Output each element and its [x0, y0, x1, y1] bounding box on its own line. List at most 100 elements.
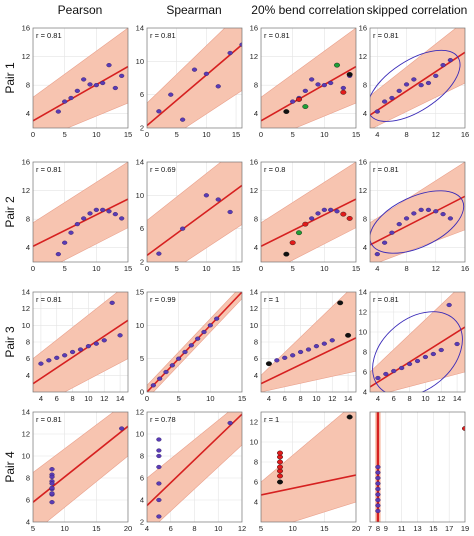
- plot-frame: [32, 27, 129, 129]
- x-tick-label: 10: [421, 394, 429, 403]
- plot-frame: [260, 27, 357, 129]
- data-point: [391, 368, 397, 374]
- fit-line: [370, 195, 465, 246]
- data-point: [49, 481, 55, 486]
- x-tick-label: 20: [352, 524, 360, 533]
- data-point: [156, 453, 162, 459]
- fit-line: [370, 51, 465, 116]
- outlier-point: [340, 89, 347, 95]
- data-point: [106, 209, 112, 214]
- data-point: [403, 82, 410, 87]
- data-point: [112, 85, 118, 91]
- y-tick-label: 12: [250, 52, 258, 61]
- plot-frame: [369, 27, 466, 129]
- data-point: [74, 88, 80, 93]
- data-point: [446, 302, 452, 308]
- x-tick-label: 12: [328, 394, 336, 403]
- y-tick-label: 8: [140, 452, 144, 461]
- y-tick-label: 10: [136, 191, 144, 200]
- data-point: [119, 73, 125, 78]
- y-tick-label: 16: [22, 158, 30, 167]
- x-tick-label: 10: [214, 524, 222, 533]
- subplot: 4 8 12 16 4 8 12 16 r = 0.81: [359, 158, 470, 274]
- subplot: 4 6 8 10 12 14 4 6 8 10 12 14 r = 0.81: [22, 288, 129, 403]
- data-point: [55, 109, 61, 114]
- data-point: [215, 84, 221, 89]
- confidence-band: [147, 412, 242, 522]
- plot-frame: [369, 161, 466, 263]
- x-tick-label: 8: [298, 394, 302, 403]
- fit-line: [33, 198, 128, 248]
- data-point: [383, 371, 389, 377]
- y-tick-label: 8: [254, 338, 258, 347]
- y-tick-label: 12: [359, 308, 367, 317]
- x-tick-label: 8: [404, 130, 408, 139]
- data-point: [163, 369, 169, 375]
- outlier-point: [302, 104, 309, 109]
- y-tick-label: 4: [254, 243, 258, 252]
- confidence-band: [261, 28, 356, 128]
- data-point: [411, 77, 417, 82]
- y-tick-label: 4: [363, 388, 367, 397]
- data-point: [411, 211, 417, 216]
- data-point: [195, 336, 201, 341]
- fit-line: [261, 474, 356, 496]
- y-tick-label: 12: [250, 304, 258, 313]
- data-point: [62, 353, 68, 358]
- data-point: [375, 486, 381, 492]
- outlier-point: [283, 109, 290, 114]
- r-label: r = 0.99: [150, 295, 176, 304]
- x-tick-label: 6: [169, 524, 173, 533]
- fit-line: [261, 65, 356, 122]
- data-point: [46, 358, 52, 363]
- data-point: [382, 240, 388, 245]
- confidence-band: [261, 412, 356, 522]
- column-title: Pearson: [58, 3, 103, 17]
- data-point: [389, 230, 395, 235]
- x-tick-label: 10: [202, 130, 210, 139]
- subplot: 0 5 10 15 4 8 12 16 r = 0.8: [250, 158, 361, 274]
- data-point: [156, 464, 162, 470]
- data-point: [290, 99, 296, 104]
- subplot: 7 8 9 11 13 15 17 19: [368, 411, 469, 533]
- x-tick-label: 5: [291, 264, 295, 273]
- x-tick-label: 16: [461, 264, 469, 273]
- row-title: Pair 1: [3, 62, 17, 94]
- x-tick-label: 8: [192, 524, 196, 533]
- data-point: [422, 354, 429, 360]
- y-tick-label: 4: [26, 109, 30, 118]
- x-tick-label: 15: [232, 130, 240, 139]
- subplot: 0 5 10 15 0 5 10 15 r = 0.99: [136, 288, 247, 404]
- x-tick-label: 14: [116, 394, 124, 403]
- y-tick-label: 10: [250, 321, 258, 330]
- x-tick-label: 4: [376, 394, 380, 403]
- data-point: [375, 497, 381, 503]
- data-point: [203, 193, 209, 198]
- y-tick-label: 4: [26, 518, 30, 527]
- subplot: 5 10 15 20 4 6 8 10 12 r = 1: [250, 411, 360, 533]
- x-tick-label: 8: [407, 394, 411, 403]
- x-tick-label: 12: [100, 394, 108, 403]
- data-point: [215, 197, 221, 202]
- r-label: r = 0.81: [36, 295, 62, 304]
- data-point: [156, 448, 162, 453]
- x-tick-label: 0: [31, 130, 35, 139]
- y-tick-label: 8: [254, 81, 258, 90]
- r-label: r = 1: [264, 415, 279, 424]
- r-label: r = 0.81: [373, 31, 399, 40]
- data-point: [81, 216, 87, 221]
- r-label: r = 0.81: [373, 295, 399, 304]
- x-tick-label: 4: [375, 264, 379, 273]
- y-tick-label: 10: [22, 321, 30, 330]
- outlier-point: [346, 72, 353, 77]
- row-title: Pair 2: [3, 196, 17, 228]
- data-point: [403, 216, 410, 221]
- data-point: [334, 209, 340, 214]
- data-point: [62, 240, 68, 245]
- outlier-point: [340, 211, 347, 217]
- x-tick-label: 15: [352, 130, 360, 139]
- data-point: [375, 508, 381, 514]
- data-point: [328, 207, 334, 212]
- outlier-ellipse: [370, 49, 461, 122]
